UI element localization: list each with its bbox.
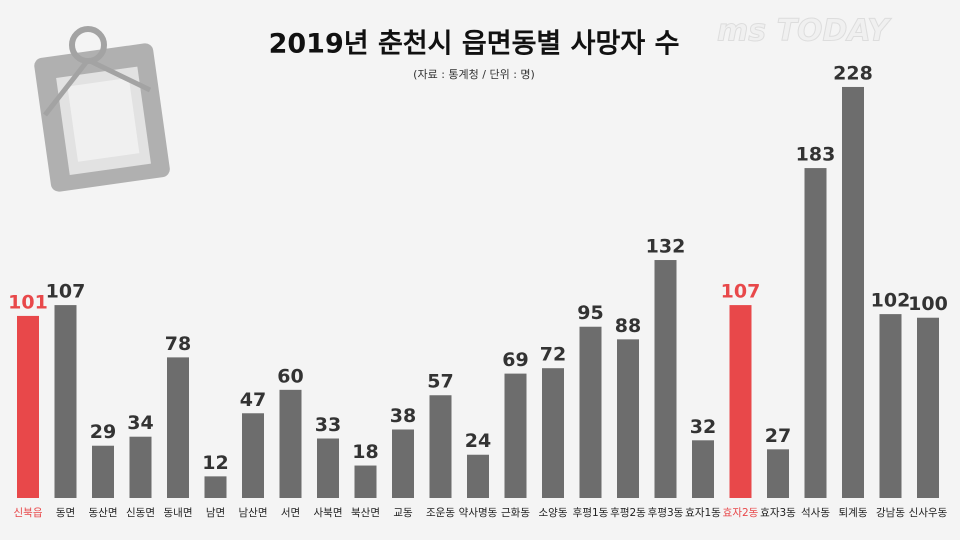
value-label: 57	[427, 371, 453, 393]
x-tick-label: 동면	[56, 507, 75, 519]
value-label: 183	[796, 144, 836, 166]
bar	[579, 326, 602, 498]
bar	[917, 317, 939, 498]
logo: ms TODAY	[717, 14, 892, 49]
x-tick-label: 남산면	[239, 507, 268, 519]
x-tick-label: 후평3동	[648, 507, 684, 519]
x-tick-label: 신사우동	[909, 507, 948, 519]
value-label: 88	[615, 315, 641, 337]
value-label: 78	[165, 333, 191, 355]
bar	[54, 305, 77, 498]
x-tick-label: 동산면	[89, 507, 118, 519]
x-tick-label: 소양동	[539, 507, 568, 519]
bar	[692, 440, 714, 498]
x-tick-label: 약사명동	[459, 507, 498, 519]
x-tick-label: 근화동	[501, 507, 530, 519]
value-label: 107	[46, 281, 86, 303]
bar	[167, 357, 189, 498]
value-label: 34	[127, 412, 153, 434]
bar	[129, 436, 152, 498]
bar	[617, 339, 639, 498]
value-label: 29	[90, 421, 116, 443]
value-label: 27	[765, 425, 791, 447]
chart-title: 2019년 춘천시 읍면동별 사망자 수	[269, 29, 680, 60]
value-label: 24	[465, 430, 491, 452]
value-label: 107	[721, 281, 761, 303]
x-tick-label: 신북읍	[14, 507, 43, 519]
x-tick-label: 석사동	[801, 507, 830, 519]
x-tick-label: 서면	[281, 507, 300, 519]
bar	[429, 395, 452, 498]
value-label: 69	[502, 349, 528, 371]
value-label: 60	[277, 365, 303, 387]
clipboard-decoration	[34, 26, 170, 192]
x-tick-label: 사북면	[314, 507, 343, 519]
bar	[242, 413, 264, 498]
value-label: 33	[315, 414, 341, 436]
bar	[542, 368, 564, 498]
value-label: 18	[352, 441, 378, 463]
bar	[879, 314, 902, 498]
bar	[654, 260, 677, 498]
x-tick-label: 퇴계동	[839, 507, 868, 519]
chart-subtitle: (자료 : 통계청 / 단위 : 명)	[413, 68, 535, 81]
bar	[504, 373, 527, 498]
x-tick-label: 신동면	[126, 507, 155, 519]
value-label: 38	[390, 405, 416, 427]
bar	[729, 305, 752, 498]
bar	[842, 86, 864, 498]
x-tick-label: 후평2동	[610, 507, 646, 519]
bar	[17, 315, 39, 498]
x-tick-label: 북산면	[351, 507, 380, 519]
value-label: 32	[690, 416, 716, 438]
value-label: 95	[577, 302, 603, 324]
bar	[392, 429, 414, 498]
bar	[354, 465, 377, 498]
x-tick-label: 효자1동	[685, 507, 721, 519]
bar	[767, 449, 789, 498]
x-tick-label: 효자3동	[760, 507, 796, 519]
x-tick-label: 남면	[206, 507, 225, 519]
bar	[92, 445, 114, 498]
bar	[804, 168, 827, 499]
value-label: 132	[646, 236, 686, 258]
bar	[467, 454, 489, 498]
x-tick-label: 동내면	[164, 507, 193, 519]
bar	[204, 476, 227, 498]
x-tick-label: 후평1동	[573, 507, 609, 519]
x-tick-label: 강남동	[876, 507, 905, 519]
value-label: 102	[871, 290, 911, 312]
bar	[317, 438, 339, 498]
bar	[279, 389, 302, 498]
value-label: 72	[540, 344, 566, 366]
value-label: 101	[8, 291, 48, 313]
x-tick-label: 조운동	[426, 507, 455, 519]
x-tick-label: 교동	[393, 507, 413, 519]
value-label: 12	[202, 452, 228, 474]
value-label: 100	[908, 293, 948, 315]
value-label: 47	[240, 389, 266, 411]
x-tick-label: 효자2동	[723, 507, 759, 519]
value-label: 228	[833, 62, 873, 84]
